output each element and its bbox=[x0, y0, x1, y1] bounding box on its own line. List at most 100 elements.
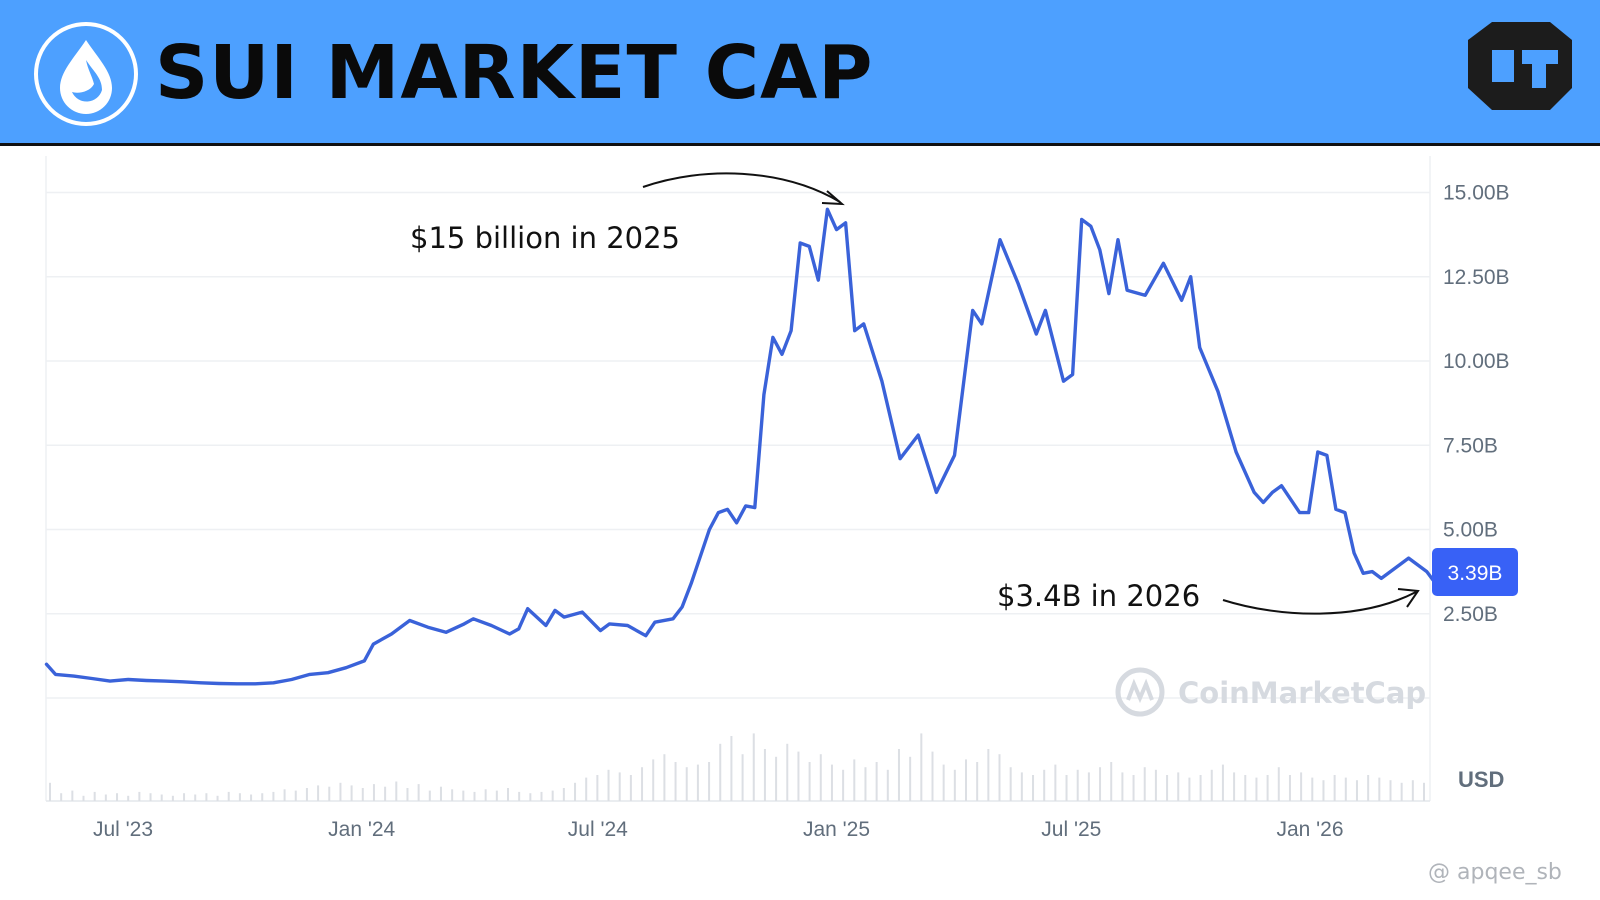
volume-bar bbox=[205, 793, 208, 801]
volume-bar bbox=[194, 794, 197, 801]
volume-bar bbox=[1266, 775, 1269, 801]
volume-bar bbox=[1210, 769, 1213, 801]
market-cap-series-line bbox=[44, 207, 1438, 686]
volume-bar bbox=[797, 751, 800, 801]
x-axis-ticks: Jul '23 Jan '24 Jul '24 Jan '25 Jul '25 Jan '… bbox=[93, 818, 1344, 841]
volume-bar bbox=[1367, 775, 1370, 801]
volume-bar bbox=[562, 788, 565, 801]
author-watermark: @ apqee_sb bbox=[1428, 860, 1562, 885]
volume-bar bbox=[987, 749, 990, 801]
volume-bar bbox=[93, 791, 96, 801]
y-tick-label: 12.50B bbox=[1443, 266, 1510, 289]
volume-bar bbox=[216, 795, 219, 801]
annotation-current: $3.4B in 2026 bbox=[997, 579, 1420, 615]
volume-bar bbox=[763, 749, 766, 801]
volume-bar bbox=[853, 759, 856, 801]
volume-bar bbox=[406, 788, 409, 801]
annotation-current-arrow bbox=[1222, 591, 1417, 615]
x-tick-label: Jul '24 bbox=[568, 818, 628, 841]
volume-bar bbox=[875, 762, 878, 801]
volume-bar bbox=[1132, 775, 1135, 801]
volume-bar bbox=[1311, 777, 1314, 801]
volume-bar bbox=[1277, 767, 1280, 801]
volume-bar bbox=[261, 793, 264, 801]
x-tick-label: Jul '23 bbox=[93, 818, 153, 841]
volume-bar bbox=[1199, 775, 1202, 801]
volume-bar bbox=[361, 788, 364, 801]
coinmarketcap-logo-mark bbox=[1126, 678, 1154, 704]
volume-bar bbox=[294, 790, 297, 801]
volume-bar bbox=[942, 764, 945, 801]
volume-bar bbox=[417, 784, 420, 801]
last-value-badge: 3.39B bbox=[1432, 548, 1518, 596]
volume-bar bbox=[685, 767, 688, 801]
volume-bar bbox=[629, 775, 632, 801]
volume-bar bbox=[283, 789, 286, 801]
volume-bar bbox=[272, 791, 275, 801]
volume-bar bbox=[183, 793, 186, 801]
volume-bar bbox=[1099, 767, 1102, 801]
volume-bar bbox=[574, 782, 577, 801]
volume-bar bbox=[953, 769, 956, 801]
last-value-badge-label: 3.39B bbox=[1448, 562, 1503, 585]
volume-bar bbox=[864, 767, 867, 801]
volume-bar bbox=[149, 793, 152, 801]
annotation-peak-arrow bbox=[642, 172, 841, 203]
volume-bar bbox=[1333, 775, 1336, 801]
y-axis-unit: USD bbox=[1458, 767, 1504, 792]
volume-bar bbox=[719, 743, 722, 801]
volume-bar bbox=[786, 743, 789, 801]
volume-bar bbox=[305, 788, 308, 801]
volume-bar bbox=[1121, 772, 1124, 801]
volume-bar bbox=[1054, 764, 1057, 801]
x-tick-label: Jul '25 bbox=[1041, 818, 1101, 841]
volume-bar bbox=[428, 790, 431, 801]
volume-bar bbox=[618, 772, 621, 801]
volume-bar bbox=[138, 791, 141, 801]
volume-bar bbox=[1389, 780, 1392, 801]
volume-bar bbox=[696, 764, 699, 801]
volume-bar bbox=[1076, 769, 1079, 801]
volume-bar bbox=[808, 762, 811, 801]
grid-lines bbox=[45, 156, 1431, 802]
x-tick-label: Jan '26 bbox=[1276, 818, 1343, 841]
volume-bar bbox=[641, 767, 644, 801]
annotation-peak-label: $15 billion in 2025 bbox=[410, 221, 680, 255]
volume-bar bbox=[663, 754, 666, 801]
volume-bar bbox=[708, 762, 711, 801]
volume-bar bbox=[395, 781, 398, 801]
volume-bar bbox=[160, 794, 163, 801]
volume-bar bbox=[674, 762, 677, 801]
page-title: SUI MARKET CAP bbox=[155, 30, 874, 116]
volume-bar bbox=[49, 782, 51, 801]
annotation-peak-arrowhead-icon bbox=[821, 190, 845, 206]
volume-bar bbox=[1233, 772, 1236, 801]
volume-bar bbox=[607, 769, 610, 801]
volume-bar bbox=[439, 786, 442, 801]
volume-bar bbox=[1411, 780, 1414, 801]
x-tick-label: Jan '25 bbox=[803, 818, 870, 841]
volume-bar bbox=[82, 795, 85, 801]
title-banner: SUI MARKET CAP bbox=[0, 0, 1600, 146]
volume-bar bbox=[1143, 767, 1146, 801]
volume-bar bbox=[462, 790, 465, 801]
volume-bar bbox=[116, 793, 119, 801]
volume-bar bbox=[830, 764, 833, 801]
volume-bar bbox=[998, 754, 1001, 801]
y-tick-label: 2.50B bbox=[1443, 603, 1498, 626]
volume-bar bbox=[484, 789, 487, 801]
volume-bar bbox=[652, 759, 655, 801]
volume-bar bbox=[1255, 777, 1258, 801]
volume-bar bbox=[328, 786, 331, 801]
volume-bar bbox=[473, 791, 476, 801]
volume-bar bbox=[104, 794, 107, 801]
volume-bar bbox=[350, 785, 353, 801]
volume-bar bbox=[1154, 769, 1157, 801]
volume-bar bbox=[227, 791, 230, 801]
volume-bar bbox=[819, 754, 822, 801]
volume-bar bbox=[1032, 775, 1035, 801]
volume-bar bbox=[920, 733, 923, 801]
volume-bars bbox=[49, 733, 1425, 801]
annotation-current-arrowhead-icon bbox=[1397, 588, 1420, 608]
volume-bar bbox=[1355, 780, 1358, 801]
